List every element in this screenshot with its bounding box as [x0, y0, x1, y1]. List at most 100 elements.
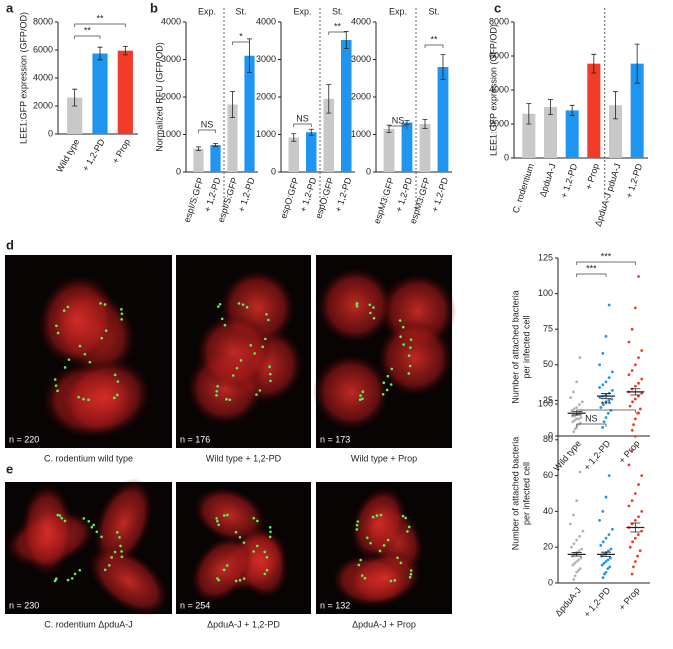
- micrograph-caption: ΔpduA-J + 1,2-PD: [207, 619, 280, 629]
- error-bar: [526, 103, 532, 125]
- y-tick-label: 1000: [161, 129, 181, 139]
- micrograph-caption: Wild type + Prop: [351, 453, 417, 463]
- y-tick-label: 6000: [489, 50, 509, 60]
- error-bar: [569, 104, 575, 116]
- point: [575, 406, 579, 409]
- bacterium: [379, 513, 383, 517]
- cell: [347, 550, 422, 606]
- bacterium: [82, 517, 86, 520]
- bacterium: [82, 397, 85, 401]
- bacterium: [215, 517, 218, 520]
- bacterium: [409, 338, 413, 341]
- bacterium: [87, 398, 90, 402]
- bacterium: [66, 305, 70, 309]
- bacterium: [115, 393, 119, 397]
- bar: [522, 113, 536, 158]
- bacterium: [393, 579, 397, 582]
- bacterium: [401, 514, 405, 518]
- y-tick-label: 80: [543, 434, 553, 444]
- group-label: St.: [332, 6, 343, 16]
- significance-bracket: [198, 129, 216, 133]
- point: [640, 529, 644, 533]
- point: [580, 400, 584, 404]
- bacterium: [120, 312, 124, 316]
- x-tick-label: espO:GFP: [278, 176, 301, 220]
- n-label: n = 132: [320, 600, 350, 610]
- point: [573, 414, 576, 418]
- point: [601, 540, 605, 544]
- error-bar: [72, 88, 78, 107]
- bacterium: [113, 373, 117, 377]
- y-tick-label: 3000: [256, 54, 276, 64]
- point: [630, 369, 634, 372]
- bacterium: [88, 360, 92, 364]
- error-bar: [213, 143, 218, 147]
- bacterium: [217, 305, 220, 308]
- panel-label: b: [150, 0, 158, 15]
- y-axis-label: LEE1:GFP expression (GFP/OD): [488, 24, 498, 156]
- bacterium: [355, 305, 359, 308]
- point: [604, 495, 608, 499]
- micrograph-caption: C. rodentium ΔpduA-J: [44, 619, 133, 629]
- point: [638, 549, 642, 553]
- point: [575, 426, 579, 429]
- significance-bracket: [576, 261, 636, 265]
- point: [573, 574, 577, 578]
- point: [570, 414, 574, 418]
- y-tick-label: 3000: [161, 54, 181, 64]
- error-bar: [97, 46, 103, 61]
- bacterium: [226, 513, 229, 517]
- point: [575, 538, 579, 542]
- bacterium: [100, 535, 103, 539]
- significance-label: **: [96, 13, 104, 23]
- bar: [227, 104, 238, 172]
- sem-bar: [630, 388, 641, 396]
- y-tick-label: 40: [543, 506, 553, 516]
- y-axis-label: Normalized RFU (GFP/OD): [154, 42, 164, 152]
- point: [578, 535, 582, 538]
- bacterium: [238, 578, 242, 582]
- bacterium: [216, 519, 219, 523]
- y-tick-label: 100: [538, 288, 553, 298]
- point: [601, 403, 605, 407]
- cell: [93, 478, 154, 568]
- point: [607, 399, 611, 402]
- point: [578, 356, 582, 360]
- bacterium: [372, 316, 376, 320]
- bar: [306, 132, 317, 172]
- y-tick-label: 2000: [351, 91, 371, 101]
- n-label: n = 173: [320, 434, 350, 444]
- bacterium: [263, 572, 267, 576]
- bacterium: [360, 574, 364, 577]
- bacterium: [78, 344, 82, 348]
- point: [611, 370, 614, 374]
- point: [601, 352, 605, 355]
- point: [637, 515, 640, 519]
- bacterium: [265, 568, 269, 572]
- x-tick-label: ΔpduA-J: [537, 162, 557, 198]
- point: [575, 570, 579, 574]
- point: [604, 560, 608, 563]
- point: [637, 411, 640, 415]
- x-tick-label: + Prop: [583, 162, 601, 191]
- bacterium: [63, 519, 67, 523]
- point: [602, 561, 606, 565]
- bacterium: [269, 530, 272, 534]
- y-tick-label: 4000: [351, 16, 371, 26]
- n-label: n = 220: [9, 434, 39, 444]
- cell: [312, 353, 390, 431]
- bacterium: [216, 384, 219, 388]
- point: [576, 569, 580, 572]
- bacterium: [401, 325, 405, 329]
- bacterium: [73, 572, 77, 576]
- bacterium: [113, 396, 116, 400]
- y-axis-label: Number of attached bacteria: [510, 290, 520, 404]
- x-tick-label: espI/S:GFP: [182, 176, 206, 223]
- point: [577, 549, 581, 553]
- n-label: n = 230: [9, 600, 39, 610]
- bacterium: [70, 577, 74, 580]
- bacterium: [375, 514, 379, 517]
- x-tick-label: + 1,2-PD: [624, 162, 645, 200]
- error-bar: [308, 128, 314, 136]
- point: [578, 470, 582, 474]
